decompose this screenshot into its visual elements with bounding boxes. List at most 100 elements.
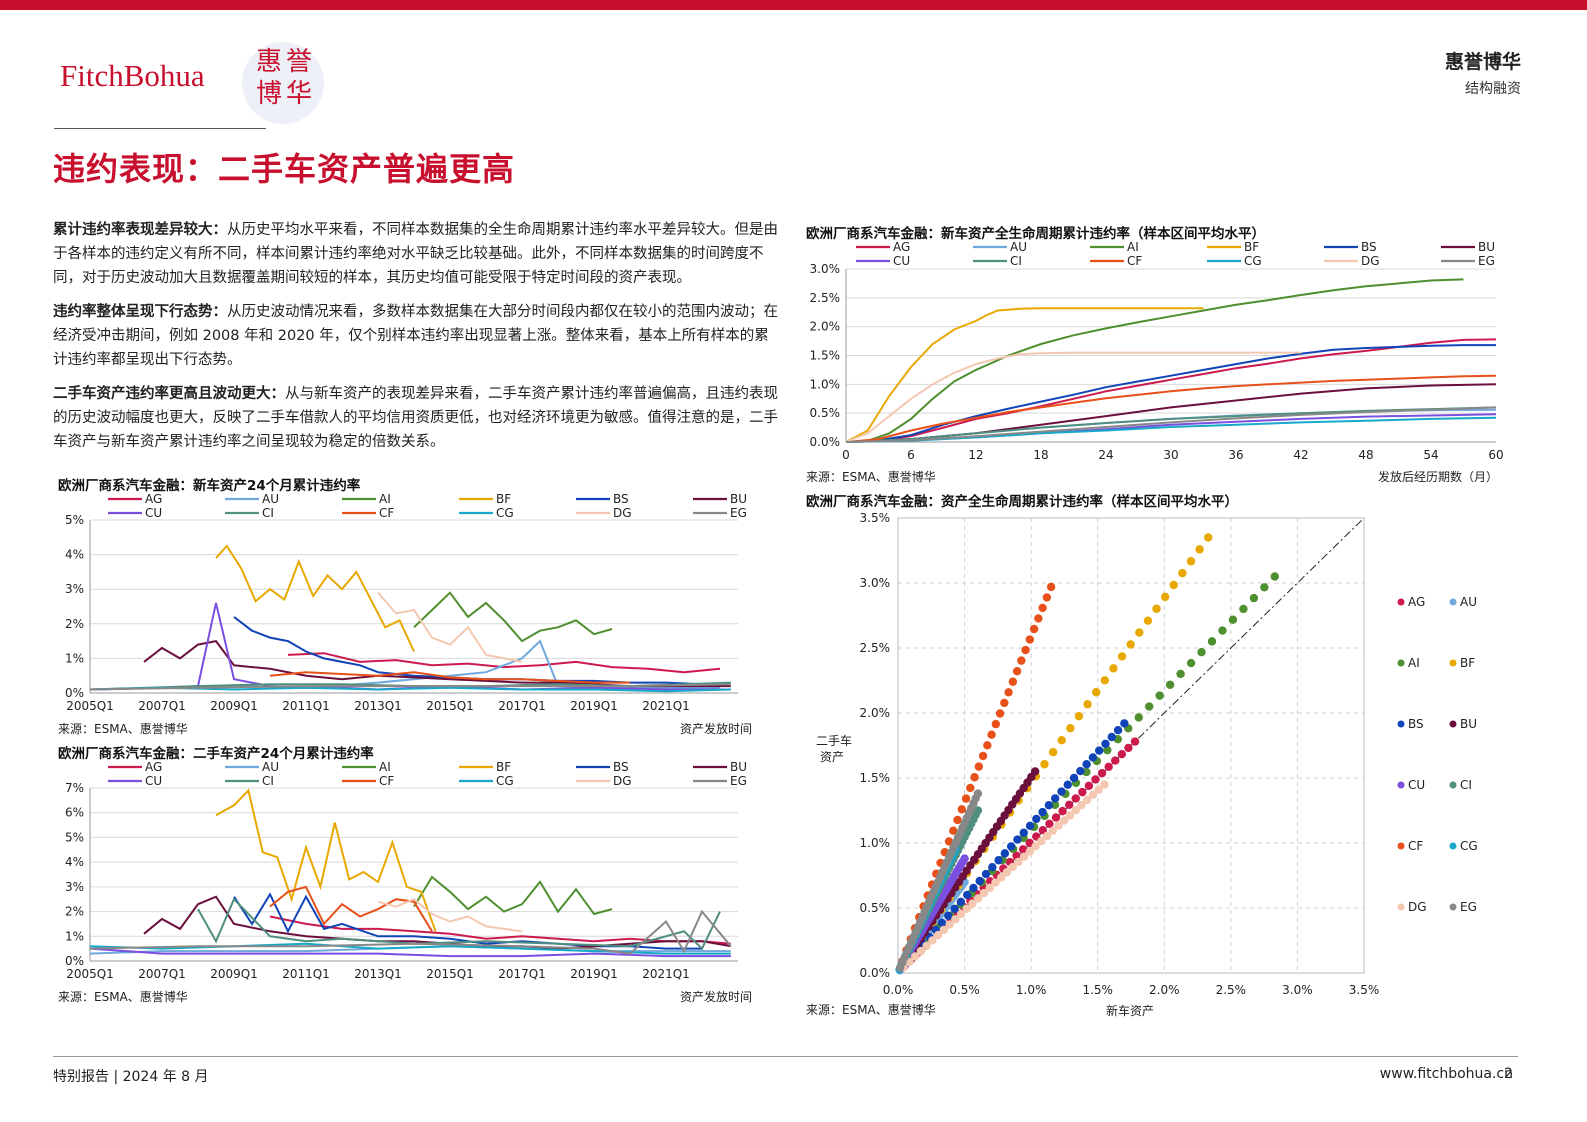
scatter-point-AI [1270, 572, 1279, 581]
scatter-point-DG [1060, 816, 1069, 825]
x-axis-note: 资产发放时间 [680, 990, 753, 1004]
series-line-CF [269, 671, 630, 684]
scatter-point-AI [1050, 800, 1060, 810]
y-tick-label: 4% [65, 855, 84, 869]
source-note: 来源：ESMA、惠誉博华 [806, 1003, 936, 1017]
x-tick-label: 2.5% [1216, 983, 1247, 997]
legend-dot-AU [1449, 598, 1457, 606]
y-tick-label: 3.0% [810, 262, 841, 276]
scatter-point-CF [966, 783, 975, 793]
legend-label-CI: CI [1460, 778, 1472, 792]
y-tick-label: 5% [65, 513, 84, 527]
scatter-point-AG [1064, 800, 1074, 809]
series-line-BF [215, 788, 437, 932]
scatter-point-AI [1228, 615, 1238, 624]
legend-label-AI: AI [1408, 656, 1420, 670]
x-tick-label: 2007Q1 [138, 967, 186, 981]
scatter-point-BS [1000, 849, 1010, 858]
scatter-point-BF [1091, 688, 1101, 697]
scatter-point-DG [1094, 785, 1103, 794]
x-axis-note: 发放后经历期数（月） [1378, 470, 1499, 484]
x-tick-label: 0.5% [949, 983, 980, 997]
scatter-point-AG [1124, 743, 1133, 753]
x-tick-label: 0.0% [883, 983, 914, 997]
y-tick-label: 1.5% [860, 771, 891, 785]
scatter-point-AI [1239, 604, 1248, 614]
x-tick-label: 30 [1163, 448, 1178, 462]
plot-frame [897, 517, 1365, 974]
scatter-point-BF [1100, 676, 1110, 685]
y-tick-label: 1.5% [810, 349, 841, 363]
legend-label-CU: CU [893, 254, 910, 268]
scatter-y-label: 二手车 [816, 734, 853, 748]
scatter-y-label: 资产 [820, 750, 845, 764]
legend-label-BF: BF [1244, 240, 1259, 254]
scatter-point-DG [1077, 800, 1086, 810]
y-tick-label: 1.0% [810, 377, 841, 391]
footer-website-link[interactable]: www.fitchbohua.cn [1379, 1066, 1513, 1082]
legend-dot-CG [1449, 842, 1457, 850]
brand-name: 惠誉博华 [1444, 51, 1521, 73]
scatter-point-BS [1032, 814, 1041, 824]
y-tick-label: 2.5% [860, 641, 891, 655]
scatter-point-DG [1048, 826, 1057, 836]
scatter-point-CF [957, 805, 966, 814]
y-tick-label: 1% [65, 651, 84, 665]
legend-label-BF: BF [496, 760, 511, 774]
scatter-point-BF [1152, 604, 1161, 613]
series-line-AI [413, 591, 613, 643]
scatter-point-DG [1031, 842, 1040, 851]
x-tick-label: 2021Q1 [642, 967, 690, 981]
x-tick-label: 12 [968, 448, 983, 462]
legend-label-BU: BU [1478, 240, 1495, 254]
legend-label-AU: AU [1460, 595, 1477, 609]
scatter-point-BF [1057, 735, 1066, 745]
scatter-point-CF [991, 719, 1001, 729]
x-tick-label: 1.0% [1016, 983, 1047, 997]
scatter-point-DG [1042, 831, 1052, 841]
scatter-point-BS [1120, 719, 1129, 728]
legend-label-BS: BS [1361, 240, 1377, 254]
scatter-point-DG [1054, 821, 1063, 830]
legend-label-CU: CU [145, 774, 162, 788]
legend-label-EG: EG [1478, 254, 1495, 268]
scatter-point-BS [1076, 766, 1085, 776]
scatter-point-CF [1000, 698, 1009, 708]
scatter-point-AG [1058, 806, 1067, 816]
series-line-CF [269, 885, 433, 932]
chart-title-new24: 欧洲厂商系汽车金融：新车资产24个月累计违约率 [58, 478, 361, 494]
page-number: 2 [1504, 1066, 1513, 1082]
page-title: 违约表现：二手车资产普遍更高 [53, 150, 516, 188]
legend-label-CF: CF [1127, 254, 1142, 268]
scatter-point-BF [1074, 712, 1084, 721]
legend-label-BS: BS [613, 492, 629, 506]
scatter-point-AI [1144, 702, 1154, 711]
scatter-point-AI [1134, 713, 1143, 722]
paragraph-text: 从历史波动情况来看，多数样本数据集在大部分时间段内都仅在较小的范围内波动；在经济… [53, 304, 778, 368]
scatter-point-DG [962, 904, 971, 913]
x-tick-label: 2005Q1 [66, 967, 114, 981]
scatter-point-DG [985, 883, 994, 893]
scatter-point-CI [973, 806, 983, 815]
y-tick-label: 3% [65, 880, 84, 894]
scatter-point-BF [1195, 545, 1204, 554]
scatter-point-BS [962, 890, 972, 900]
paragraph-lead: 累计违约率表现差异较大： [53, 222, 227, 238]
x-tick-label: 2.0% [1149, 983, 1180, 997]
chart-used-car-24m: AG AU AI BF BS BU CU CI CF CG DG EG 0% 1% 2% 3% 4% 5% 6% 7%… [65, 760, 747, 981]
y-tick-label: 1.0% [860, 836, 891, 850]
series-line-DG [845, 351, 1301, 443]
chart-new-car-24m: AG AU AI BF BS BU CU CI CF CG DG EG 0% 1% 2% 3% 4% 5% 2005… [65, 492, 747, 713]
scatter-point-CF [1046, 582, 1056, 592]
scatter-point-DG [1008, 862, 1017, 872]
legend-label-DG: DG [613, 506, 632, 520]
legend-label-CF: CF [379, 506, 394, 520]
scatter-point-BF [1160, 592, 1170, 602]
legend-label-DG: DG [1408, 900, 1427, 914]
scatter-point-AI [1176, 669, 1185, 679]
scatter-point-BS [1113, 725, 1123, 735]
scatter-point-AI [1165, 680, 1175, 689]
series-line-CI [197, 897, 721, 951]
legend-label-CI: CI [1010, 254, 1022, 268]
y-tick-label: 3.0% [860, 576, 891, 590]
